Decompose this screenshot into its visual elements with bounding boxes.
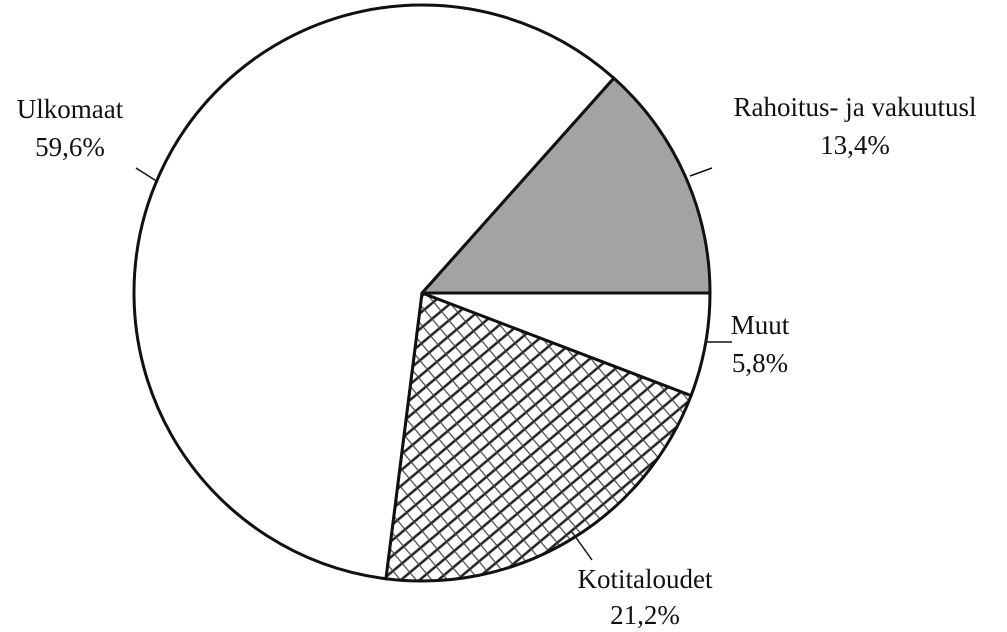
slice-label: Kotitaloudet xyxy=(578,564,713,594)
value-label: 59,6% xyxy=(35,132,105,162)
value-label: 13,4% xyxy=(820,130,890,160)
value-label: 21,2% xyxy=(610,600,680,630)
leader-line xyxy=(135,167,159,183)
pie-slice xyxy=(384,290,694,583)
slice-label: Rahoitus- ja vakuutusl xyxy=(734,92,977,122)
slice-label: Ulkomaat xyxy=(17,94,124,124)
pie-slice xyxy=(418,76,712,295)
pie xyxy=(132,3,712,583)
slice-label: Muut xyxy=(731,310,790,340)
pie-slice xyxy=(132,3,616,581)
leader-line xyxy=(571,531,593,561)
value-label: 5,8% xyxy=(732,348,788,378)
labels: Rahoitus- ja vakuutusl 13,4% Muut 5,8% Kotit… xyxy=(17,92,977,630)
leader-line xyxy=(689,167,713,177)
